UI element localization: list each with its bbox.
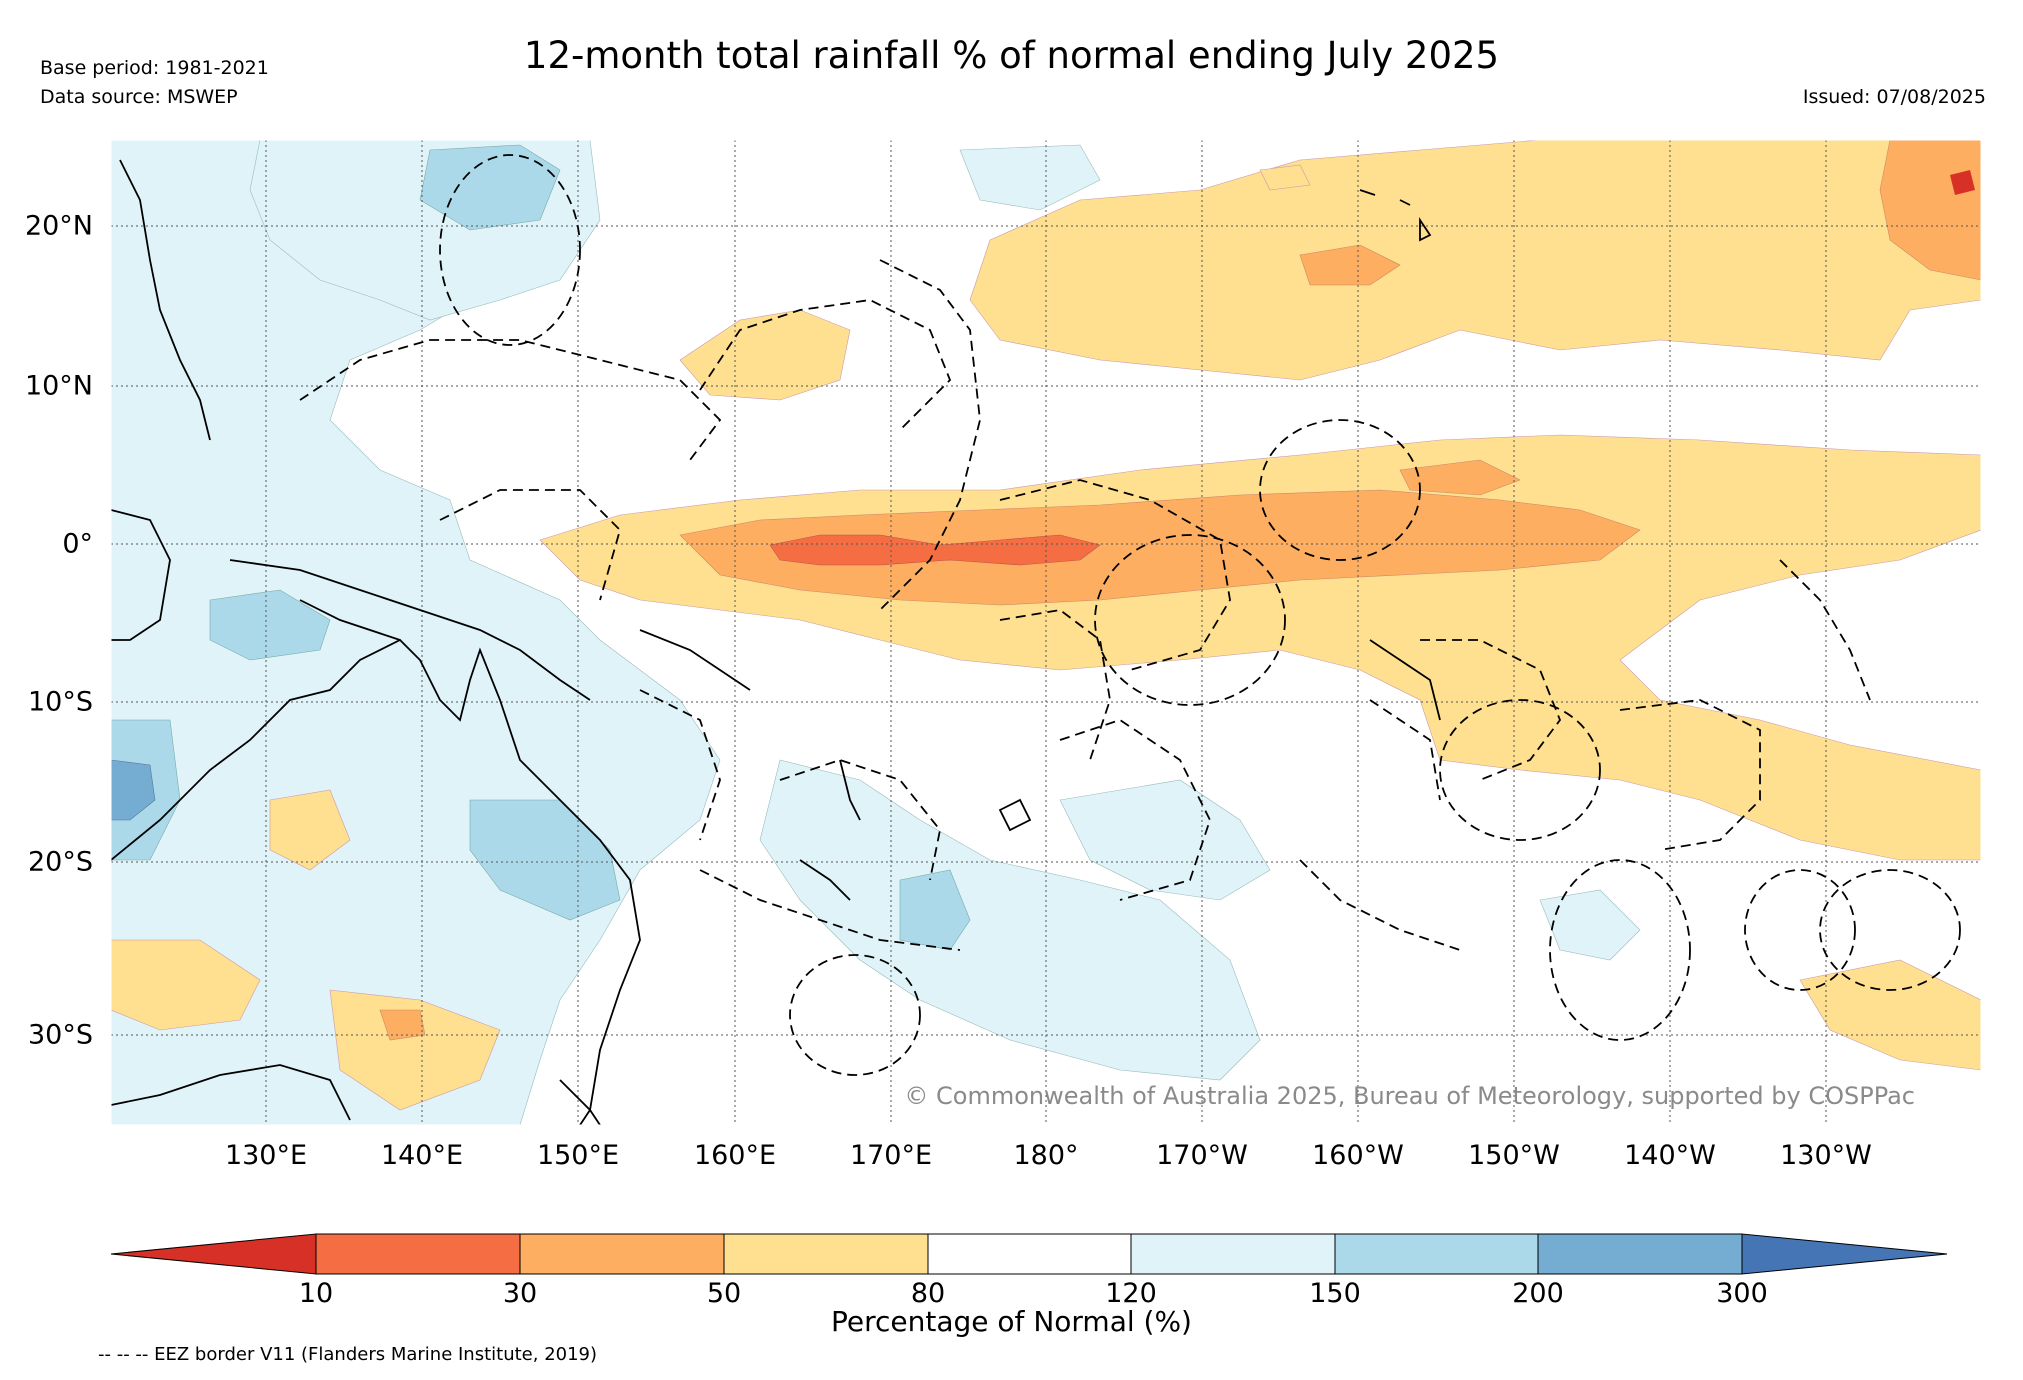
map-frame xyxy=(110,139,1982,1126)
dry-patch-southwest-2 xyxy=(329,989,501,1111)
colorbar-bin-150-200 xyxy=(1334,1233,1539,1275)
lat-label: 0° xyxy=(62,528,93,560)
map-title: 12-month total rainfall % of normal endi… xyxy=(523,34,1500,77)
dry-patch-southeast xyxy=(1799,959,1981,1071)
colorbar-bin-120-150 xyxy=(1130,1233,1336,1275)
colorbar-tick: 30 xyxy=(502,1278,538,1309)
lat-label: 10°S xyxy=(28,686,93,718)
lon-label: 160°W xyxy=(1312,1140,1404,1171)
borneo-coast xyxy=(111,509,171,641)
dry-band-north-small xyxy=(1259,164,1311,191)
solomon-islands xyxy=(639,629,751,691)
colorbar-bin-200-300 xyxy=(1537,1233,1743,1275)
dry-patch-southwest-3 xyxy=(269,789,351,871)
colorbar-tick: 300 xyxy=(1716,1278,1768,1309)
colorbar-bin-10-30 xyxy=(315,1233,521,1275)
lon-label: 160°E xyxy=(693,1140,777,1171)
dry-patch-southwest-1 xyxy=(111,939,261,1031)
lon-label: 150°W xyxy=(1468,1140,1560,1171)
lat-label: 10°N xyxy=(24,370,93,402)
lon-label: 150°E xyxy=(536,1140,620,1171)
data-source: Data source: MSWEP xyxy=(40,86,238,108)
wet-region-north-mid xyxy=(959,144,1101,211)
colorbar-extend-high xyxy=(1741,1233,1948,1275)
colorbar-extend-low xyxy=(110,1233,317,1275)
drier-band-equatorial xyxy=(679,489,1641,606)
colorbar-tick: 150 xyxy=(1309,1278,1361,1309)
wetter-region-2 xyxy=(209,589,331,661)
lon-label: 180° xyxy=(1013,1140,1079,1171)
eez-borders xyxy=(299,154,1961,1076)
drier-region-north-east xyxy=(1399,459,1521,496)
wettest-region xyxy=(111,759,156,821)
lat-label: 20°S xyxy=(28,846,93,878)
dry-patch-south-island xyxy=(379,1009,426,1041)
lon-label: 170°W xyxy=(1156,1140,1248,1171)
new-caledonia xyxy=(799,859,851,901)
wetter-region-1 xyxy=(419,144,561,231)
colorbar xyxy=(110,1233,1948,1275)
colorbar-tick: 80 xyxy=(910,1278,946,1309)
rainfall-shading xyxy=(111,140,1981,1125)
eez-line-segment xyxy=(1369,639,1441,721)
eez-legend-note: -- -- -- EEZ border V11 (Flanders Marine… xyxy=(98,1344,598,1365)
lon-label: 140°E xyxy=(380,1140,464,1171)
dry-band-north xyxy=(969,140,1981,381)
philippines-coast xyxy=(119,159,211,441)
issued-date: Issued: 07/08/2025 xyxy=(1802,86,1986,108)
lon-label: 130°E xyxy=(224,1140,308,1171)
new-guinea-coast xyxy=(229,559,591,701)
wetter-region-4 xyxy=(899,869,971,951)
lat-label: 30°S xyxy=(28,1019,93,1051)
colorbar-bin-80-120 xyxy=(927,1233,1132,1275)
fiji xyxy=(998,798,1032,832)
lon-label: 130°W xyxy=(1780,1140,1872,1171)
vanuatu xyxy=(839,759,861,821)
colorbar-tick: 10 xyxy=(298,1278,334,1309)
wet-region-south-central xyxy=(759,759,1261,1081)
australia-south-coast xyxy=(111,1064,351,1121)
coastlines xyxy=(111,159,1441,1125)
wet-region-south-east xyxy=(1059,779,1271,901)
colorbar-tick: 200 xyxy=(1512,1278,1564,1309)
lat-label: 20°N xyxy=(24,210,93,242)
dry-band-north-west xyxy=(679,309,851,401)
copyright-notice: © Commonwealth of Australia 2025, Bureau… xyxy=(904,1082,1915,1110)
australia-coast xyxy=(111,638,641,1125)
driest-spot-northeast xyxy=(1950,170,1975,195)
graticule xyxy=(111,140,1981,1125)
colorbar-tick: 50 xyxy=(706,1278,742,1309)
base-period: Base period: 1981-2021 xyxy=(40,57,269,79)
lon-label: 140°W xyxy=(1624,1140,1716,1171)
colorbar-tick: 120 xyxy=(1105,1278,1157,1309)
colorbar-label: Percentage of Normal (%) xyxy=(831,1305,1192,1338)
wet-region-far-southeast xyxy=(1539,889,1641,961)
colorbar-bin-50-80 xyxy=(723,1233,929,1275)
hawaii xyxy=(1359,189,1432,242)
colorbar-bin-30-50 xyxy=(519,1233,725,1275)
drier-region-north xyxy=(1299,244,1401,286)
lon-label: 170°E xyxy=(849,1140,933,1171)
new-zealand-tip xyxy=(559,1079,601,1125)
